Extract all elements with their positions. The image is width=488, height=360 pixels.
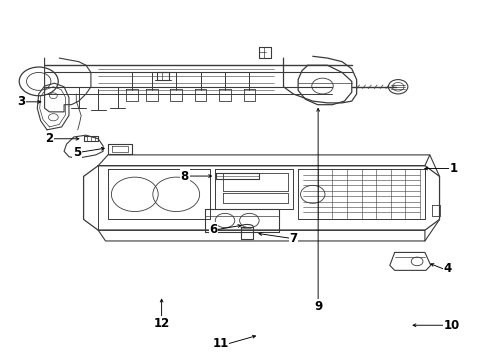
Text: 6: 6 [209,223,217,236]
Text: 3: 3 [17,95,25,108]
Text: 5: 5 [73,145,81,158]
Text: 12: 12 [153,317,169,330]
Text: 2: 2 [45,132,53,145]
Text: 4: 4 [443,262,451,275]
Text: 7: 7 [289,231,297,244]
Text: 8: 8 [180,170,188,183]
Text: 11: 11 [212,337,228,350]
Text: 1: 1 [448,162,456,175]
Text: 10: 10 [443,319,459,332]
Text: 9: 9 [313,300,322,313]
